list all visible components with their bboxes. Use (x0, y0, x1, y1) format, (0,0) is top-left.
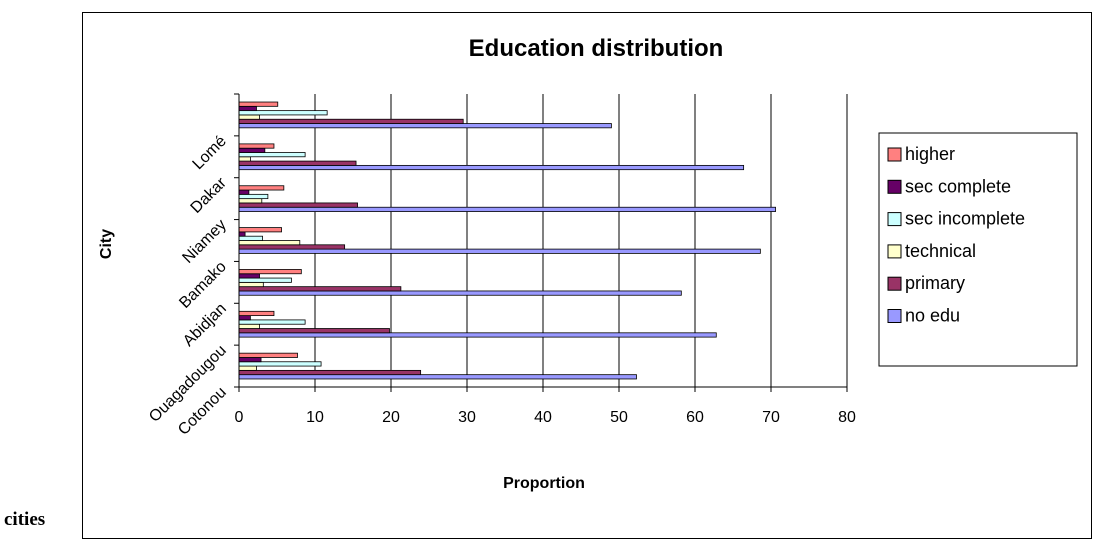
bar-cotonou-no-edu (238, 374, 637, 380)
y-tick-label-dakar: Dakar (188, 174, 231, 217)
bar-lom-technical (238, 114, 260, 120)
y-tick-label-lom: Lomé (190, 133, 230, 173)
x-tick-label: 40 (534, 409, 552, 426)
bar-dakar-sec-incomplete (238, 152, 306, 158)
legend-box (878, 132, 1078, 367)
bar-cotonou-sec-incomplete (238, 361, 322, 367)
chart-title: Education distribution (469, 35, 724, 62)
bar-bamako-sec-incomplete (238, 235, 263, 241)
x-tick-label: 0 (235, 409, 244, 426)
bar-niamey-no-edu (238, 206, 776, 212)
bar-niamey-technical (238, 198, 263, 204)
x-tick-label: 20 (382, 409, 400, 426)
bar-dakar-primary (238, 160, 357, 166)
legend-swatch-technical (887, 244, 902, 259)
bar-niamey-primary (238, 202, 358, 208)
bar-lom-sec-incomplete (238, 110, 328, 116)
legend: higher sec complete sec incomplete technica… (878, 132, 1078, 367)
legend-label-higher: higher (905, 144, 955, 164)
bar-bamako-primary (238, 244, 346, 250)
bar-lom-sec-complete (238, 105, 257, 112)
bar-abidjan-technical (238, 281, 264, 288)
bar-dakar-technical (238, 156, 251, 162)
legend-label-sec-incomplete: sec incomplete (905, 209, 1025, 229)
bar-niamey-sec-complete (238, 189, 250, 195)
legend-label-no-edu: no edu (905, 306, 960, 326)
bar-bamako-sec-complete (238, 231, 246, 237)
bar-niamey-sec-incomplete (238, 193, 269, 200)
bar-abidjan-sec-complete (238, 273, 260, 279)
bar-ouagadougou-primary (238, 328, 390, 334)
x-tick-label: 80 (838, 409, 856, 426)
bar-abidjan-sec-incomplete (238, 277, 292, 283)
x-tick-labels: 0 10 20 30 40 50 60 70 80 (235, 409, 856, 426)
y-tick-labels: CotonouOuagadougouAbidjanBamakoNiameyDak… (146, 133, 230, 439)
bar-cotonou-sec-complete (238, 357, 262, 363)
bar-dakar-sec-complete (238, 147, 266, 153)
axes (234, 93, 848, 392)
bar-cotonou-primary (238, 369, 422, 376)
y-axis-title: City (98, 229, 115, 259)
bar-dakar-no-edu (238, 164, 745, 171)
bar-lom-no-edu (238, 123, 612, 129)
bar-lom-higher (238, 101, 279, 107)
bar-bamako-technical (238, 240, 301, 246)
bar-ouagadougou-no-edu (238, 332, 717, 338)
x-tick-label: 50 (610, 409, 628, 426)
bar-ouagadougou-sec-complete (238, 315, 251, 321)
legend-swatch-higher (887, 147, 902, 162)
x-tick-label: 10 (306, 409, 324, 426)
legend-swatch-sec-incomplete (887, 212, 902, 227)
legend-label-primary: primary (905, 273, 965, 293)
x-tick-label: 70 (762, 409, 780, 426)
legend-label-technical: technical (905, 241, 976, 261)
gridlines (314, 94, 848, 387)
y-tick-label-bamako: Bamako (176, 258, 230, 312)
bar-ouagadougou-higher (238, 310, 275, 317)
x-tick-label: 60 (686, 409, 704, 426)
legend-swatch-no-edu (887, 309, 902, 323)
bar-cotonou-technical (238, 365, 257, 371)
bar-abidjan-higher (238, 269, 302, 275)
bar-ouagadougou-sec-incomplete (238, 319, 306, 325)
bar-cotonou-higher (238, 352, 298, 358)
y-tick-label-niamey: Niamey (179, 216, 229, 266)
figure-caption: cities (4, 509, 46, 530)
bar-bamako-no-edu (238, 248, 761, 254)
bar-bamako-higher (238, 227, 282, 233)
legend-swatch-sec-complete (887, 179, 902, 194)
legend-label-sec-complete: sec complete (905, 176, 1011, 196)
bar-niamey-higher (238, 185, 285, 191)
bar-abidjan-primary (238, 286, 402, 292)
x-tick-label: 30 (458, 409, 476, 426)
bar-abidjan-no-edu (238, 290, 682, 296)
bar-lom-primary (238, 118, 464, 124)
legend-swatch-primary (887, 276, 902, 291)
bar-dakar-higher (238, 143, 275, 149)
bar-ouagadougou-technical (238, 323, 260, 329)
x-axis-title: Proportion (503, 475, 585, 492)
